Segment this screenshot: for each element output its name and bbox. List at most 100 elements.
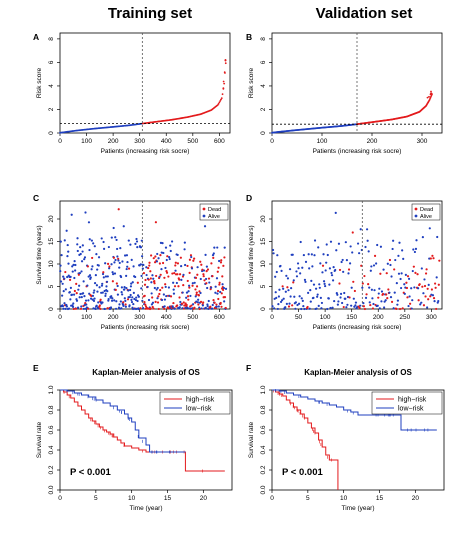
alive-point [404,273,407,277]
alive-point [129,288,132,292]
legend-low-label: low−risk [186,406,212,413]
dead-point [189,254,193,257]
alive-point [280,269,283,272]
alive-point [193,281,196,284]
alive-point [420,301,423,304]
alive-point [110,299,114,302]
alive-point [202,269,206,272]
alive-point [329,240,333,243]
alive-point [319,296,322,299]
alive-point [370,265,373,268]
dead-point [149,307,152,310]
alive-point [130,300,134,304]
alive-point [201,304,205,307]
alive-point [205,265,208,268]
dead-point [172,301,175,305]
alive-point [127,289,130,292]
alive-point [359,228,362,231]
alive-point [94,307,97,311]
alive-point [158,275,161,278]
x-tick-label: 100 [317,138,328,145]
p-value: P < 0.001 [282,467,323,478]
alive-point [107,245,110,249]
alive-point [322,280,326,283]
alive-point [328,267,332,270]
alive-point [76,237,79,240]
dead-point [147,278,150,281]
alive-point [170,240,174,243]
alive-point [297,302,301,305]
x-tick-label: 500 [187,138,198,145]
dead-point [186,295,190,298]
risk-point [224,62,227,65]
alive-point [289,295,292,298]
alive-point [346,303,349,306]
y-tick-label: 8 [48,37,55,41]
alive-point [414,247,418,251]
alive-point [104,294,107,298]
alive-point [86,284,89,287]
alive-point [271,248,275,252]
alive-point [129,293,132,297]
alive-point [142,263,145,267]
risk-point [222,87,225,90]
y-tick-label: 20 [260,215,267,223]
dead-point [197,303,200,306]
dead-point [437,283,440,286]
dead-point [429,295,432,298]
alive-point [162,251,165,255]
risk-point [217,102,220,105]
alive-point [297,267,300,270]
alive-point [373,289,376,292]
dead-point [99,298,102,301]
alive-point [279,300,283,304]
alive-point [102,247,106,250]
alive-point [130,258,133,261]
alive-point [59,264,62,267]
alive-point [110,263,113,266]
alive-point [275,270,278,274]
alive-point [152,277,155,280]
alive-point [378,287,381,290]
risk-point [220,97,223,100]
alive-point [420,267,423,270]
alive-point [273,297,276,300]
legend-alive-label: Alive [208,214,220,220]
alive-point [84,299,88,302]
y-tick-label: 1.0 [48,385,55,394]
alive-point [354,301,358,304]
alive-point [125,267,128,271]
dead-point [216,270,219,273]
alive-point [168,257,171,261]
alive-point [437,299,440,303]
alive-point [408,295,411,298]
alive-point [304,280,307,283]
alive-point [113,261,116,264]
dead-point [177,285,180,288]
panel-letter: B [246,32,252,42]
alive-point [190,255,193,259]
dead-point [351,231,354,234]
dead-point [178,296,181,299]
dead-point [190,304,193,307]
panel-letter: F [246,363,251,373]
alive-point [70,213,73,216]
alive-point [61,294,64,297]
alive-point [421,236,424,239]
dead-point [144,278,147,282]
alive-point [117,259,120,262]
alive-point [304,260,308,264]
x-tick-label: 200 [108,138,119,145]
alive-point [293,295,296,298]
alive-point [410,287,413,290]
panel-c: 0 100 200 300 400 500 600 0 5 10 15 20 Patients (inc… [33,193,231,331]
x-tick-label: 600 [214,314,225,321]
alive-point [378,307,381,310]
alive-point [214,291,217,294]
dead-point [152,307,155,310]
alive-point [398,241,401,244]
alive-point [185,296,188,299]
alive-point [326,307,329,311]
alive-point [60,253,63,257]
alive-point [200,307,203,310]
